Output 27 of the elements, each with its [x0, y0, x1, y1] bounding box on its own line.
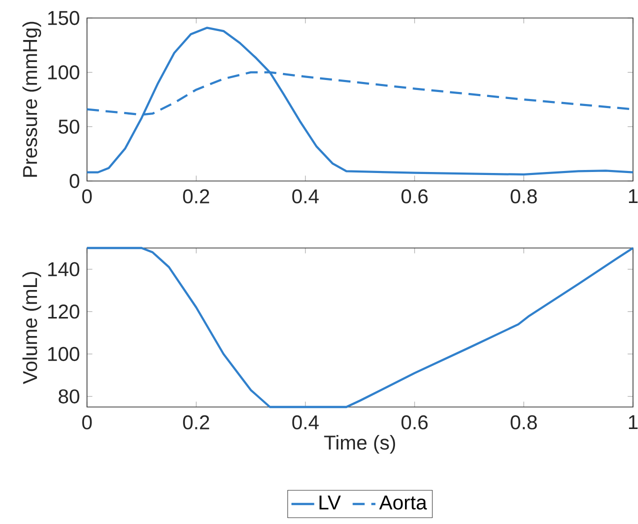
- line-series: [86, 246, 634, 408]
- x-tick-label: 1: [628, 415, 638, 430]
- x-tick-label: 0: [82, 415, 92, 430]
- legend-label: LV: [320, 496, 341, 510]
- x-tick-label: 0.8: [510, 189, 537, 204]
- x-tick-label: 0.2: [183, 189, 210, 204]
- y-tick-label: 0: [70, 174, 80, 188]
- y-tick-label: 150: [48, 10, 80, 26]
- x-tick-label: 0.6: [401, 189, 428, 204]
- x-tick-label: 1: [628, 189, 638, 204]
- y-tick-label: 100: [48, 346, 80, 362]
- y-tick-label: 120: [48, 304, 80, 319]
- x-tick-label: 0.6: [401, 415, 428, 430]
- x-tick-label: 0.4: [292, 415, 319, 430]
- x-tick-label: 0.4: [292, 189, 319, 204]
- y-axis-title: Pressure (mmHg): [22, 22, 42, 177]
- y-tick-label: 50: [58, 120, 80, 134]
- x-tick-label: 0.8: [510, 415, 537, 430]
- y-axis-title: Volume (mL): [22, 272, 42, 384]
- y-tick-label: 140: [48, 262, 80, 276]
- x-tick-label: 0: [82, 189, 92, 204]
- x-axis-title: Time (s): [324, 435, 396, 454]
- y-tick-label: 100: [48, 65, 80, 80]
- x-tick-label: 0.2: [183, 415, 210, 430]
- line-series: [86, 26, 634, 176]
- legend-label: Aorta: [379, 496, 427, 510]
- y-tick-label: 80: [58, 389, 80, 404]
